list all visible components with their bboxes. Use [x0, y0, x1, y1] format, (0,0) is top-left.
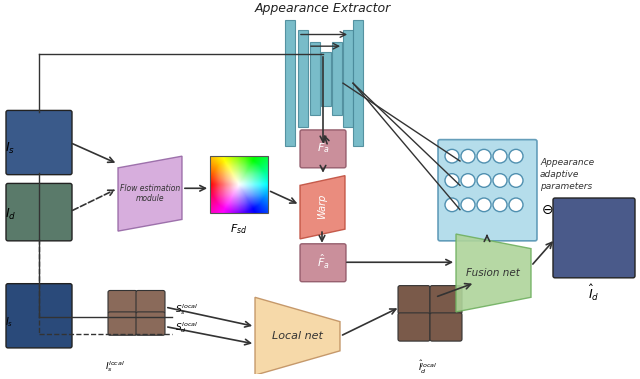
Circle shape: [477, 198, 491, 211]
Text: $I_s$: $I_s$: [5, 141, 15, 156]
Bar: [310, 42, 320, 115]
Circle shape: [509, 174, 523, 187]
Circle shape: [445, 149, 459, 163]
FancyBboxPatch shape: [300, 244, 346, 282]
Circle shape: [461, 174, 475, 187]
Text: parameters: parameters: [540, 182, 592, 191]
Text: $\hat{I}_d^{local}$: $\hat{I}_d^{local}$: [419, 359, 438, 376]
Circle shape: [509, 198, 523, 211]
Circle shape: [493, 174, 507, 187]
Text: $S_d^{local}$: $S_d^{local}$: [175, 320, 198, 335]
Text: $F_a$: $F_a$: [317, 141, 330, 155]
Circle shape: [461, 198, 475, 211]
Polygon shape: [300, 175, 345, 239]
Text: $I_d$: $I_d$: [5, 207, 16, 222]
FancyBboxPatch shape: [438, 139, 537, 241]
FancyBboxPatch shape: [108, 290, 137, 314]
Text: $\hat{I}_d$: $\hat{I}_d$: [588, 283, 600, 303]
Circle shape: [461, 149, 475, 163]
FancyBboxPatch shape: [6, 110, 72, 175]
Bar: [210, 156, 268, 213]
FancyBboxPatch shape: [553, 198, 635, 278]
Polygon shape: [255, 297, 340, 375]
FancyBboxPatch shape: [108, 312, 137, 335]
Text: adaptive: adaptive: [540, 170, 579, 179]
FancyBboxPatch shape: [430, 286, 462, 314]
Text: $I_s$: $I_s$: [5, 315, 13, 329]
Bar: [343, 30, 353, 127]
Text: $\hat{F}_a$: $\hat{F}_a$: [317, 253, 330, 271]
FancyBboxPatch shape: [300, 130, 346, 168]
Bar: [353, 20, 363, 146]
FancyBboxPatch shape: [6, 183, 72, 241]
Circle shape: [477, 174, 491, 187]
Text: $F_{sd}$: $F_{sd}$: [230, 222, 248, 236]
Text: $S_s^{local}$: $S_s^{local}$: [175, 302, 198, 317]
Text: Local net: Local net: [271, 331, 323, 341]
Text: Appearance Extractor: Appearance Extractor: [255, 2, 391, 15]
FancyBboxPatch shape: [136, 312, 165, 335]
FancyBboxPatch shape: [430, 313, 462, 341]
Text: Warp: Warp: [317, 194, 327, 219]
Text: Fusion net: Fusion net: [466, 268, 520, 278]
Circle shape: [493, 198, 507, 211]
Text: $I_s^{local}$: $I_s^{local}$: [105, 359, 125, 374]
Circle shape: [445, 174, 459, 187]
Circle shape: [477, 149, 491, 163]
Text: $\ominus$: $\ominus$: [541, 203, 553, 217]
Text: Appearance: Appearance: [540, 158, 594, 168]
Bar: [285, 20, 295, 146]
Bar: [332, 42, 342, 115]
Bar: [298, 30, 308, 127]
Circle shape: [509, 149, 523, 163]
FancyBboxPatch shape: [6, 283, 72, 348]
Bar: [321, 52, 331, 106]
Text: Flow estimation
module: Flow estimation module: [120, 184, 180, 204]
FancyBboxPatch shape: [136, 290, 165, 314]
FancyBboxPatch shape: [398, 286, 430, 314]
FancyBboxPatch shape: [398, 313, 430, 341]
Polygon shape: [118, 156, 182, 231]
Polygon shape: [456, 234, 531, 312]
Circle shape: [445, 198, 459, 211]
Circle shape: [493, 149, 507, 163]
